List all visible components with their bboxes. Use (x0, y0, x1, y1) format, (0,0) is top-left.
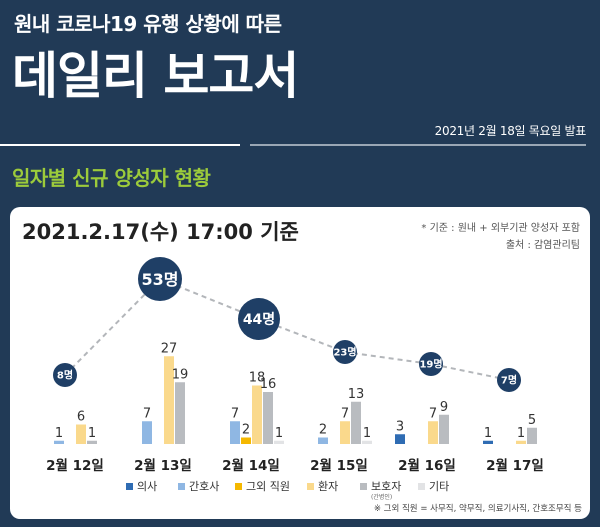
bar (516, 440, 526, 444)
chart-title: 2021.2.17(수) 17:00 기준 (22, 220, 299, 244)
header-subtitle: 원내 코로나19 유행 상황에 따른 (14, 12, 282, 36)
bar-value-label: 7 (341, 406, 349, 421)
bar (87, 440, 97, 444)
bar-value-label: 9 (440, 400, 448, 415)
bar (230, 421, 240, 444)
chart-footnote: ※ 그외 직원 = 사무직, 약무직, 의료기사직, 간호조무직 등 (374, 503, 582, 514)
legend: 의사 간호사 그외 직원 환자 보호자(간병인) 기타 (126, 480, 449, 501)
legend-swatch (126, 483, 133, 490)
x-tick-label: 2월 13일 (134, 457, 192, 474)
report-date: 2021년 2월 18일 목요일 발표 (434, 124, 587, 138)
bar-value-label: 13 (348, 387, 365, 402)
bar (351, 401, 361, 444)
x-tick-label: 2월 16일 (398, 457, 456, 474)
chart-note-source: 출처 : 감염관리팀 (506, 239, 580, 251)
bar (483, 440, 493, 444)
bar-value-label: 18 (249, 371, 266, 386)
bar-value-label: 1 (55, 426, 63, 441)
bar (142, 421, 152, 444)
chart-card: 2021.2.17(수) 17:00 기준 * 기준 : 원내 + 외부기관 양… (10, 207, 590, 519)
x-tick-label: 2월 15일 (310, 457, 368, 474)
total-trend-layer: 8명 53명 44명 23명 19명 7명 (53, 257, 521, 392)
total-trend-line (64, 277, 510, 381)
total-bubble-label: 23명 (333, 346, 356, 359)
total-bubble (238, 298, 280, 340)
bar-value-label: 1 (275, 426, 283, 441)
total-bubble-label: 7명 (501, 374, 517, 387)
bar (527, 427, 537, 444)
bar (340, 421, 350, 444)
total-bubble (333, 340, 357, 364)
legend-label: 그외 직원 (246, 480, 290, 493)
bar (76, 424, 86, 444)
page-title: 데일리 보고서 (12, 47, 299, 105)
bar-value-label: 5 (528, 413, 536, 428)
total-bubble (53, 363, 77, 387)
bar-value-label: 2 (242, 423, 250, 438)
x-tick-label: 2월 12일 (46, 457, 104, 474)
bar (164, 356, 174, 444)
legend-label: 환자 (318, 480, 338, 493)
bar-value-label: 1 (484, 426, 492, 441)
header-divider-left (0, 144, 240, 146)
bar (54, 440, 64, 444)
bar (241, 437, 251, 444)
total-bubble-label: 44명 (243, 311, 275, 328)
legend-swatch (418, 483, 425, 490)
bar-value-label: 7 (231, 406, 239, 421)
x-tick-label: 2월 14일 (222, 457, 280, 474)
x-axis-labels: 2월 12일 2월 13일 2월 14일 2월 15일 2월 16일 2월 17일 (46, 457, 544, 474)
section-title: 일자별 신규 양성자 현황 (12, 166, 211, 190)
bar-value-label: 2 (319, 423, 327, 438)
legend-label: 보호자 (371, 480, 401, 493)
total-bubble (497, 368, 521, 392)
bar (175, 382, 185, 444)
chart-note-basis: * 기준 : 원내 + 외부기관 양성자 포함 (421, 222, 580, 234)
total-bubble-label: 8명 (57, 369, 73, 382)
header-divider-right (250, 144, 586, 146)
legend-label: 간호사 (189, 480, 219, 493)
bar (274, 440, 284, 444)
bar-value-label: 16 (260, 377, 277, 392)
total-bubble-label: 19명 (419, 358, 442, 371)
legend-swatch (178, 483, 185, 490)
bar (428, 421, 438, 444)
bar-value-label: 6 (77, 410, 85, 425)
bar (263, 392, 273, 444)
bar (395, 434, 405, 444)
bar-value-label: 7 (429, 406, 437, 421)
legend-swatch (307, 483, 314, 490)
bar-value-label: 27 (161, 341, 178, 356)
bar-value-label: 3 (396, 419, 404, 434)
total-bubble (138, 257, 182, 301)
bar-value-label: 19 (172, 367, 189, 382)
bar (439, 414, 449, 444)
legend-swatch (235, 483, 242, 490)
chart: 2021.2.17(수) 17:00 기준 * 기준 : 원내 + 외부기관 양… (22, 220, 582, 514)
bar-value-label: 1 (88, 426, 96, 441)
bar (362, 440, 372, 444)
bar (252, 385, 262, 444)
x-tick-label: 2월 17일 (486, 457, 544, 474)
bar-value-label: 1 (517, 426, 525, 441)
legend-label: 의사 (137, 480, 157, 493)
legend-swatch (360, 483, 367, 490)
legend-sublabel: (간병인) (371, 493, 392, 501)
bar-value-label: 7 (143, 406, 151, 421)
legend-label: 기타 (429, 480, 449, 493)
bar (318, 437, 328, 444)
total-bubble (419, 352, 443, 376)
bar-value-label: 1 (363, 426, 371, 441)
total-bubble-label: 53명 (142, 270, 179, 289)
